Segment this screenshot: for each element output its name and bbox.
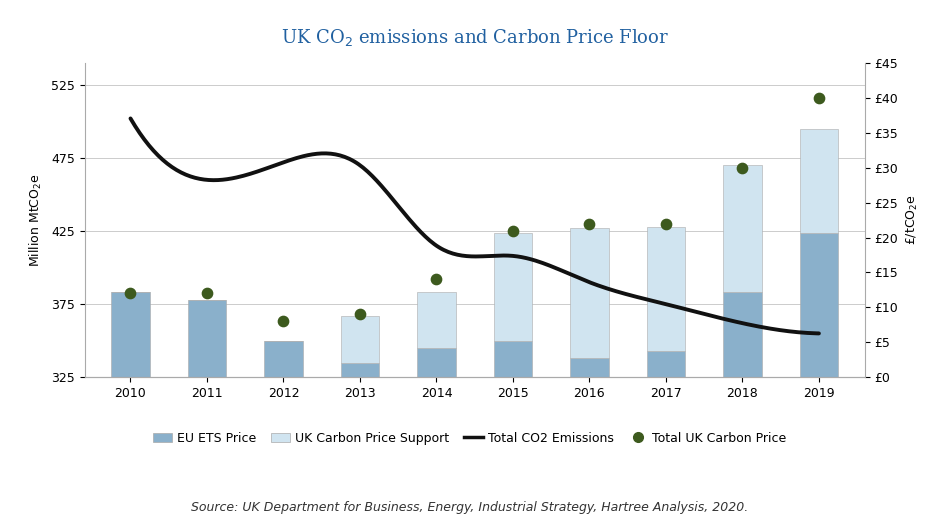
- Y-axis label: Million MtCO$_2$e: Million MtCO$_2$e: [28, 173, 44, 267]
- Bar: [647, 227, 685, 351]
- Bar: [800, 233, 838, 377]
- Bar: [647, 351, 685, 377]
- Title: UK CO$_2$ emissions and Carbon Price Floor: UK CO$_2$ emissions and Carbon Price Flo…: [281, 27, 668, 48]
- Point: [506, 226, 521, 235]
- Bar: [571, 358, 608, 377]
- Point: [276, 317, 291, 325]
- Y-axis label: £/tCO$_2$e: £/tCO$_2$e: [905, 195, 920, 245]
- Bar: [494, 341, 532, 377]
- Bar: [264, 341, 303, 377]
- Bar: [111, 292, 149, 377]
- Bar: [417, 348, 456, 377]
- Point: [429, 275, 444, 283]
- Point: [811, 94, 826, 102]
- Bar: [723, 292, 761, 377]
- Point: [658, 220, 673, 228]
- Point: [582, 220, 597, 228]
- Bar: [341, 316, 379, 363]
- Point: [199, 289, 214, 298]
- Point: [123, 289, 138, 298]
- Bar: [800, 129, 838, 233]
- Text: Source: UK Department for Business, Energy, Industrial Strategy, Hartree Analysi: Source: UK Department for Business, Ener…: [192, 500, 748, 514]
- Bar: [494, 233, 532, 341]
- Bar: [723, 165, 761, 292]
- Point: [352, 310, 368, 319]
- Legend: EU ETS Price, UK Carbon Price Support, Total CO2 Emissions, Total UK Carbon Pric: EU ETS Price, UK Carbon Price Support, T…: [149, 427, 791, 450]
- Bar: [188, 300, 227, 377]
- Bar: [341, 363, 379, 377]
- Point: [735, 163, 750, 172]
- Bar: [417, 292, 456, 348]
- Bar: [571, 228, 608, 358]
